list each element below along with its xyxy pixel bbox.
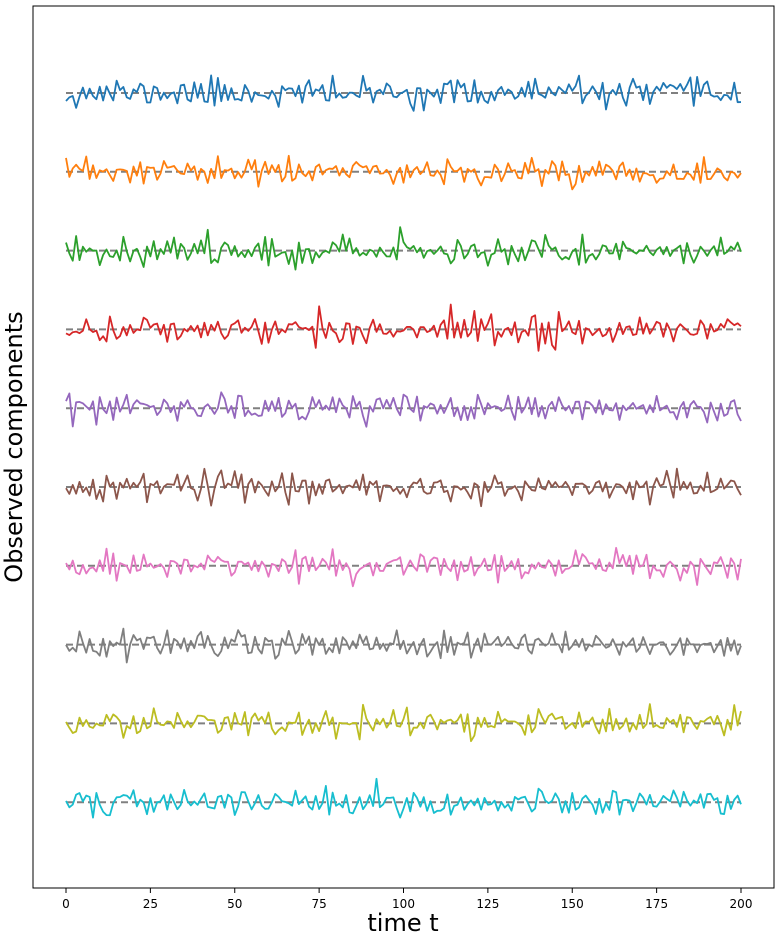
series-line-6 — [65, 467, 742, 508]
plot-area — [65, 74, 742, 819]
x-tick-label-25: 25 — [143, 897, 158, 911]
x-tick-label-200: 200 — [730, 897, 753, 911]
series-line-2 — [65, 154, 742, 191]
x-axis-label: time t — [367, 909, 438, 937]
series-line-3 — [65, 226, 742, 271]
series-line-10 — [65, 777, 742, 819]
x-tick-label-50: 50 — [227, 897, 242, 911]
series-line-5 — [65, 391, 742, 428]
x-tick-label-75: 75 — [311, 897, 326, 911]
series-line-9 — [65, 703, 742, 743]
plot-frame — [32, 5, 775, 889]
y-axis-label: Observed components — [0, 311, 28, 582]
x-tick-label-0: 0 — [62, 897, 70, 911]
series-line-1 — [65, 74, 742, 112]
series-line-7 — [65, 546, 742, 588]
x-tick-label-125: 125 — [476, 897, 499, 911]
x-tick-label-150: 150 — [561, 897, 584, 911]
series-line-8 — [65, 627, 742, 664]
x-tick-label-100: 100 — [392, 897, 415, 911]
x-axis-ticks: 0 25 50 75 100 125 150 175 200 — [62, 888, 752, 911]
series-line-4 — [65, 303, 742, 352]
x-tick-label-175: 175 — [645, 897, 668, 911]
